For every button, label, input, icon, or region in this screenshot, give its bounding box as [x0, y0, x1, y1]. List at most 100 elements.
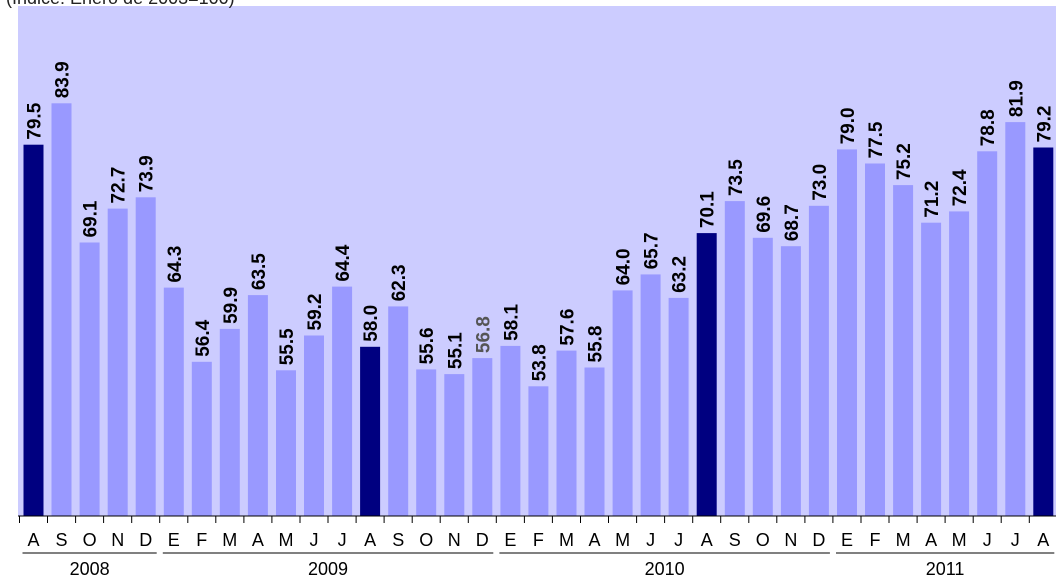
- month-label-26: O: [756, 530, 770, 550]
- month-label-23: J: [674, 530, 683, 550]
- bar-24: [696, 233, 717, 516]
- bar-35: [1005, 122, 1026, 516]
- bar-7: [219, 328, 240, 516]
- value-label-2: 69.1: [81, 200, 102, 237]
- x-axis-ticks: [19, 516, 1030, 523]
- value-label-21: 64.0: [614, 248, 635, 285]
- bar-16: [472, 358, 493, 516]
- value-label-1: 83.9: [53, 61, 74, 98]
- value-label-12: 58.0: [361, 305, 382, 342]
- bar-13: [388, 306, 409, 516]
- month-label-17: E: [504, 530, 516, 550]
- value-label-30: 77.5: [866, 121, 887, 158]
- value-label-34: 78.8: [978, 109, 999, 146]
- month-label-25: S: [729, 530, 741, 550]
- month-label-19: M: [559, 530, 574, 550]
- month-label-0: A: [27, 530, 39, 550]
- month-label-35: J: [1011, 530, 1020, 550]
- value-label-7: 59.9: [221, 287, 242, 324]
- bar-17: [500, 345, 521, 516]
- year-label-2008: 2008: [70, 559, 110, 579]
- bar-8: [247, 295, 268, 516]
- bars-group: [23, 103, 1054, 517]
- bar-34: [977, 151, 998, 517]
- bar-18: [528, 386, 549, 516]
- value-label-27: 68.7: [782, 204, 803, 241]
- month-label-3: N: [111, 530, 124, 550]
- value-label-36: 79.2: [1034, 106, 1055, 143]
- bar-3: [107, 208, 128, 516]
- month-label-18: F: [533, 530, 544, 550]
- value-label-23: 63.2: [670, 256, 691, 293]
- value-label-25: 73.5: [726, 159, 747, 196]
- month-label-5: E: [168, 530, 180, 550]
- month-label-36: A: [1037, 530, 1049, 550]
- bar-36: [1033, 147, 1054, 516]
- month-label-32: A: [925, 530, 937, 550]
- bar-32: [921, 222, 942, 516]
- bar-2: [79, 242, 100, 516]
- value-label-28: 73.0: [810, 164, 831, 201]
- value-label-15: 55.1: [445, 332, 466, 369]
- value-label-20: 55.8: [586, 326, 607, 363]
- value-label-17: 58.1: [501, 303, 522, 340]
- bar-22: [640, 274, 661, 516]
- month-label-8: A: [252, 530, 264, 550]
- value-label-24: 70.1: [698, 191, 719, 228]
- value-label-8: 63.5: [249, 253, 270, 290]
- bar-28: [808, 205, 829, 517]
- bar-26: [752, 237, 773, 517]
- bar-23: [668, 297, 689, 516]
- month-label-27: N: [784, 530, 797, 550]
- month-label-4: D: [139, 530, 152, 550]
- value-label-4: 73.9: [137, 155, 158, 192]
- value-label-14: 55.6: [417, 327, 438, 364]
- value-label-3: 72.7: [109, 167, 130, 204]
- bar-12: [360, 346, 381, 516]
- month-label-33: M: [952, 530, 967, 550]
- bar-1: [51, 103, 72, 517]
- value-label-29: 79.0: [838, 107, 859, 144]
- month-label-14: O: [419, 530, 433, 550]
- month-label-28: D: [812, 530, 825, 550]
- month-label-24: A: [701, 530, 713, 550]
- year-label-2011: 2011: [926, 559, 965, 579]
- value-label-32: 71.2: [922, 181, 943, 218]
- bar-30: [865, 163, 885, 516]
- month-label-34: J: [983, 530, 992, 550]
- month-label-11: J: [338, 530, 347, 550]
- value-label-5: 64.3: [165, 246, 186, 283]
- chart-subtitle: (Índice: Enero de 2003=100): [6, 0, 235, 8]
- value-label-16: 56.8: [473, 316, 494, 353]
- bar-14: [416, 369, 437, 516]
- value-label-35: 81.9: [1006, 80, 1027, 117]
- bar-11: [332, 286, 353, 516]
- year-label-2009: 2009: [308, 559, 348, 579]
- value-label-33: 72.4: [950, 169, 971, 206]
- month-label-29: E: [841, 530, 853, 550]
- value-label-10: 59.2: [305, 294, 326, 331]
- value-labels-group: 79.5 83.9 69.1 72.7 73.9 64.3 56.4 59.9 63.5 55.5…: [25, 61, 1056, 381]
- year-labels-group: 2008 2009 2010 2011: [22, 552, 1055, 579]
- month-label-21: M: [615, 530, 630, 550]
- value-label-18: 53.8: [529, 344, 550, 381]
- bar-4: [135, 197, 156, 517]
- bar-29: [837, 149, 857, 516]
- month-label-10: J: [310, 530, 319, 550]
- month-label-16: D: [476, 530, 489, 550]
- value-label-19: 57.6: [558, 309, 579, 346]
- month-label-31: M: [896, 530, 911, 550]
- month-label-30: F: [870, 530, 881, 550]
- month-label-7: M: [222, 530, 237, 550]
- bar-20: [584, 367, 605, 516]
- year-label-2010: 2010: [645, 559, 685, 579]
- bar-31: [893, 185, 914, 516]
- value-label-31: 75.2: [894, 143, 915, 180]
- month-label-12: A: [364, 530, 376, 550]
- month-label-22: J: [646, 530, 655, 550]
- month-label-13: S: [392, 530, 404, 550]
- value-label-9: 55.5: [277, 328, 298, 365]
- value-label-6: 56.4: [193, 319, 214, 356]
